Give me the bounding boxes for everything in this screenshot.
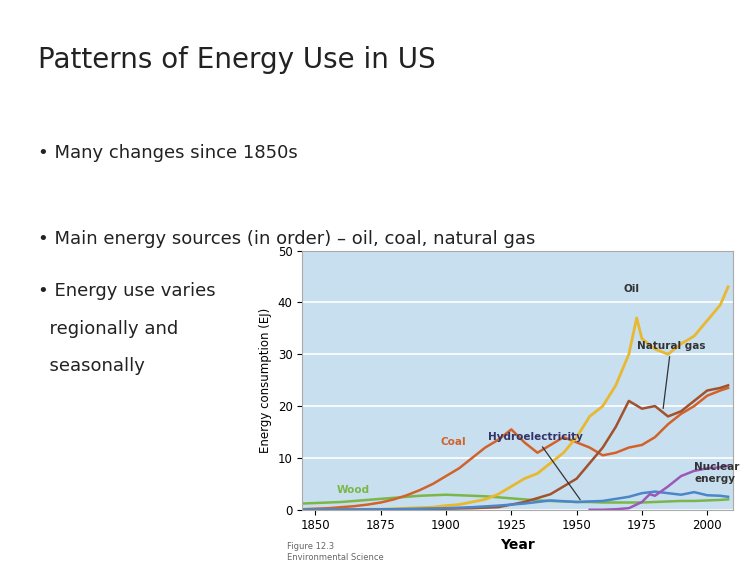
Text: Figure 12.3
Environmental Science: Figure 12.3 Environmental Science xyxy=(287,542,384,562)
Text: Wood: Wood xyxy=(336,484,370,495)
Text: Patterns of Energy Use in US: Patterns of Energy Use in US xyxy=(38,46,435,74)
Text: Nuclear
energy: Nuclear energy xyxy=(694,462,739,484)
Y-axis label: Energy consumption (EJ): Energy consumption (EJ) xyxy=(259,308,272,453)
Text: seasonally: seasonally xyxy=(38,357,144,375)
Text: • Main energy sources (in order) – oil, coal, natural gas: • Main energy sources (in order) – oil, … xyxy=(38,230,535,248)
Text: Natural gas: Natural gas xyxy=(637,341,705,408)
Text: Coal: Coal xyxy=(441,437,466,447)
Text: Oil: Oil xyxy=(624,284,640,294)
Text: Hydroelectricity: Hydroelectricity xyxy=(488,432,583,500)
X-axis label: Year: Year xyxy=(500,538,535,552)
Text: • Many changes since 1850s: • Many changes since 1850s xyxy=(38,144,298,162)
Text: regionally and: regionally and xyxy=(38,320,178,338)
Text: • Energy use varies: • Energy use varies xyxy=(38,282,215,300)
